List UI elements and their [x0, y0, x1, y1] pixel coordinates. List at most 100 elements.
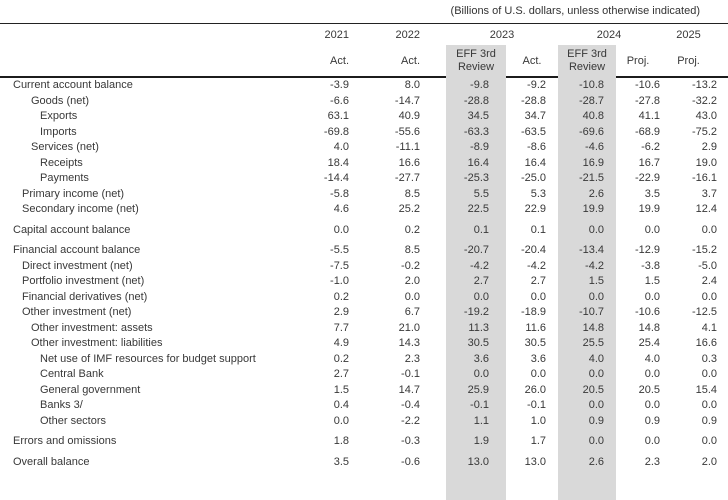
col-header-eff-review-2024: EFF 3rd Review [558, 45, 617, 77]
value-cell: 2.0 [701, 455, 718, 468]
value-cell: 18.4 [327, 156, 349, 169]
value-cell: 1.7 [530, 435, 547, 448]
value-cell: -69.8 [323, 125, 349, 138]
value-cell: 20.5 [558, 382, 617, 398]
filler-cell [349, 470, 446, 500]
value-cell: 0.0 [530, 368, 547, 381]
row-label: Net use of IMF resources for budget supp… [40, 352, 256, 365]
value-cell: 2.3 [404, 352, 420, 365]
value-cell: 0.1 [530, 223, 547, 236]
table-row: Payments -14.4 -27.7 -25.3 -25.0 -21.5 -22.9 -1… [0, 171, 728, 187]
table-row: Goods (net) -6.6 -14.7 -28.8 -28.8 -28.7 -27.8… [0, 93, 728, 109]
value-cell: -15.2 [691, 244, 718, 257]
value-cell: -28.7 [558, 93, 617, 109]
value-cell: 25.9 [446, 382, 506, 398]
value-cell: -2.2 [401, 414, 420, 427]
value-cell: -6.2 [641, 141, 661, 154]
value-cell: 26.0 [524, 383, 547, 396]
units-note: (Billions of U.S. dollars, unless otherw… [0, 0, 728, 24]
value-cell: 25.4 [638, 337, 661, 350]
value-cell: -8.6 [527, 141, 547, 154]
value-cell: 34.7 [524, 110, 547, 123]
row-label: Receipts [40, 156, 83, 169]
table-row: Net use of IMF resources for budget supp… [0, 351, 728, 367]
table-row: Services (net) 4.0 -11.1 -8.9 -8.6 -4.6 -6.2 2.… [0, 140, 728, 156]
table-row: Errors and omissions 1.8 -0.3 1.9 1.7 0.0 0.0 0… [0, 429, 728, 450]
table-row: Other investment: liabilities 4.9 14.3 30.5… [0, 336, 728, 352]
value-cell: -12.9 [634, 244, 661, 257]
table-row: General government 1.5 14.7 25.9 26.0 20.5 20.… [0, 382, 728, 398]
value-cell: 2.7 [333, 368, 349, 381]
table-row: Imports -69.8 -55.6 -63.3 -63.5 -69.6 -68.9 -75… [0, 124, 728, 140]
col-header-proj-2025: Proj. [660, 45, 728, 78]
value-cell: 2.9 [333, 306, 349, 319]
value-cell: 15.4 [695, 383, 718, 396]
value-cell: 20.5 [638, 383, 661, 396]
value-cell: -63.5 [520, 125, 547, 138]
value-cell: 22.5 [446, 202, 506, 218]
corner-cell [0, 24, 300, 78]
value-cell: 0.2 [333, 290, 349, 303]
value-cell: 2.9 [701, 141, 718, 154]
value-cell: 34.5 [446, 109, 506, 125]
value-cell: -14.4 [323, 172, 349, 185]
value-cell: 0.0 [558, 429, 617, 450]
value-cell: 8.5 [404, 187, 420, 200]
value-cell: 16.4 [446, 155, 506, 171]
value-cell: 4.0 [644, 352, 661, 365]
value-cell: 14.3 [398, 337, 420, 350]
row-label: Exports [40, 110, 78, 123]
table-row: Current account balance -3.9 8.0 -9.8 -9.2 -1… [0, 77, 728, 94]
year-header-2024: 2024 [596, 28, 622, 41]
value-cell: -0.3 [401, 435, 420, 448]
row-label: Financial derivatives (net) [22, 290, 148, 303]
row-label: Goods (net) [31, 94, 90, 107]
table-row: Primary income (net) -5.8 8.5 5.5 5.3 2.6 3.5 3… [0, 186, 728, 202]
table-row: Other investment: assets 7.7 21.0 11.3 11.6 1… [0, 320, 728, 336]
table-row: Portfolio investment (net) -1.0 2.0 2.7 2.7 1… [0, 274, 728, 290]
year-header-2021: 2021 [324, 28, 349, 41]
value-cell: 3.7 [701, 187, 718, 200]
value-cell: 40.8 [558, 109, 617, 125]
value-cell: -16.1 [691, 172, 718, 185]
value-cell: 0.0 [701, 399, 718, 412]
value-cell: 3.6 [446, 351, 506, 367]
value-cell: 0.1 [446, 217, 506, 238]
value-cell: -5.0 [698, 259, 718, 272]
table-body: Current account balance -3.9 8.0 -9.8 -9.2 -1… [0, 77, 728, 500]
value-cell: 11.6 [525, 321, 547, 334]
value-cell: -10.6 [634, 79, 661, 92]
row-label: Errors and omissions [13, 435, 117, 448]
value-cell: -27.8 [634, 94, 661, 107]
value-cell: 0.3 [701, 352, 718, 365]
value-cell: 0.0 [558, 289, 617, 305]
value-cell: -12.5 [691, 306, 718, 319]
value-cell: 3.5 [333, 455, 349, 468]
value-cell: 16.6 [695, 337, 718, 350]
value-cell: 14.7 [398, 383, 420, 396]
filler-cell [0, 470, 300, 500]
row-label: Primary income (net) [22, 187, 125, 200]
value-cell: -0.6 [401, 455, 420, 468]
value-cell: -0.1 [446, 398, 506, 414]
value-cell: -13.2 [691, 79, 718, 92]
value-cell: 41.1 [638, 110, 661, 123]
value-cell: -18.9 [520, 306, 547, 319]
value-cell: 0.0 [644, 435, 661, 448]
value-cell: 2.4 [701, 275, 718, 288]
year-header-2023: 2023 [489, 28, 515, 41]
value-cell: 5.3 [530, 187, 547, 200]
col-header-eff-review-2023: EFF 3rd Review [446, 45, 506, 77]
value-cell: -9.2 [527, 79, 547, 92]
value-cell: 0.0 [404, 290, 420, 303]
value-cell: 1.5 [558, 274, 617, 290]
value-cell: 0.0 [558, 217, 617, 238]
value-cell: -3.8 [641, 259, 661, 272]
value-cell: -19.2 [446, 305, 506, 321]
value-cell: 30.5 [524, 337, 547, 350]
row-label: Other investment (net) [22, 306, 132, 319]
value-cell: -25.3 [446, 171, 506, 187]
value-cell: 22.9 [524, 203, 547, 216]
value-cell: -5.5 [330, 244, 349, 257]
value-cell: 4.9 [333, 337, 349, 350]
